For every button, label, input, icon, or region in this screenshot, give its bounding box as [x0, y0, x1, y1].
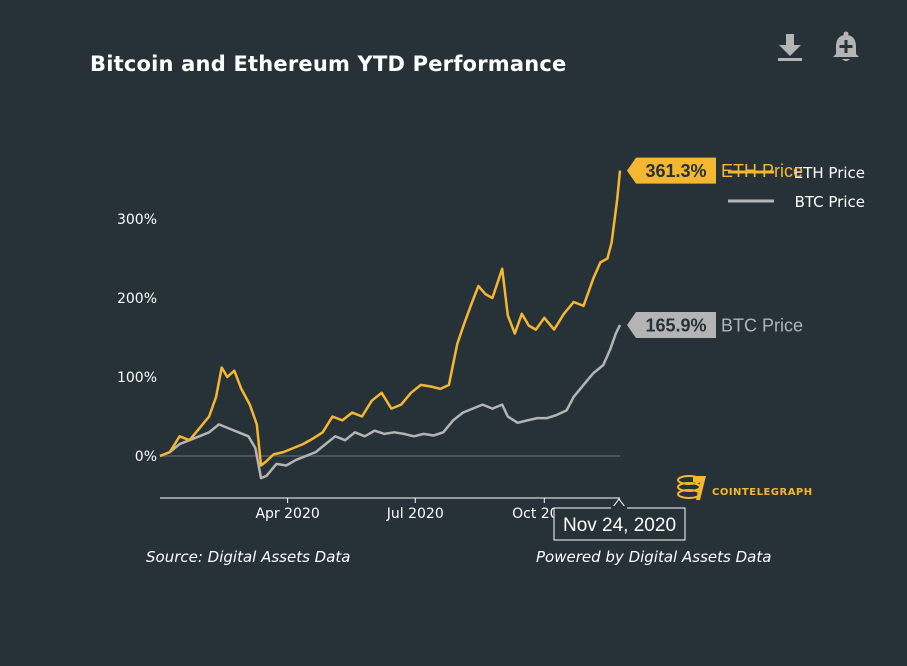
end-flag: 361.3% ETH Price: [627, 157, 803, 184]
cointelegraph-logo: COINTELEGRAPH: [677, 475, 813, 500]
end-series-name: ETH Price: [721, 161, 803, 181]
x-tick-label: Apr 2020: [255, 506, 319, 522]
legend-item-label[interactable]: ETH Price: [794, 164, 865, 182]
series-line-eth-price: [159, 170, 622, 467]
y-tick-label: 200%: [117, 291, 157, 307]
end-series-name: BTC Price: [721, 315, 803, 335]
end-flag-box: [627, 157, 716, 184]
y-tick-label: 0%: [135, 449, 157, 465]
tooltip-date: Nov 24, 2020: [563, 515, 676, 536]
series-line-btc-price: [159, 324, 622, 480]
y-tick-label: 300%: [117, 212, 157, 228]
x-tick-label: Jul 2020: [386, 506, 444, 522]
legend-item-label[interactable]: BTC Price: [795, 193, 865, 211]
source-note: Source: Digital Assets Data: [146, 548, 351, 566]
end-value-label: 165.9%: [645, 315, 706, 335]
end-flag-box: [627, 311, 716, 338]
y-tick-label: 100%: [117, 370, 157, 386]
end-value-label: 361.3%: [645, 161, 706, 181]
logo-text: COINTELEGRAPH: [712, 487, 813, 498]
end-flag: 165.9% BTC Price: [627, 311, 803, 338]
cointelegraph-logo-icon: [677, 475, 706, 500]
legend: ETH Price BTC Price: [728, 164, 865, 211]
download-icon[interactable]: [774, 30, 806, 64]
date-tooltip: Nov 24, 2020: [553, 498, 686, 541]
chart-title: Bitcoin and Ethereum YTD Performance: [90, 52, 567, 76]
add-alert-bell-icon[interactable]: [830, 30, 862, 64]
powered-by-note: Powered by Digital Assets Data: [536, 548, 772, 566]
